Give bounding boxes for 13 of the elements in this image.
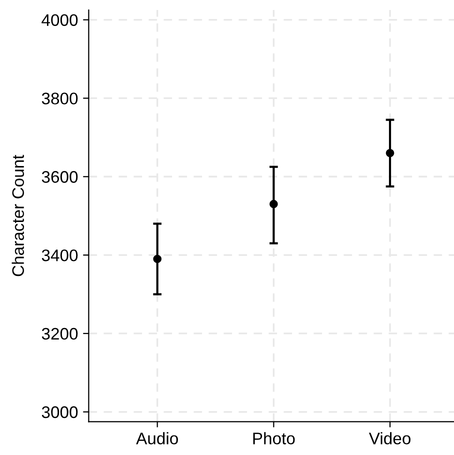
y-tick-label: 3800 [42, 92, 78, 104]
y-axis-title: Character Count [12, 154, 24, 276]
x-tick-label: Video [368, 432, 410, 444]
point [153, 254, 162, 264]
point [386, 148, 394, 158]
y-tick-label: 3600 [42, 171, 78, 183]
x-tick-label: Photo [253, 432, 295, 444]
point [270, 200, 278, 208]
x-tick-label: Audio [136, 432, 178, 444]
y-tick-label: 3000 [42, 406, 78, 418]
y-tick-label: 4000 [42, 14, 78, 26]
y-tick-label: 3200 [42, 328, 78, 340]
y-tick-label: 3400 [42, 249, 78, 262]
